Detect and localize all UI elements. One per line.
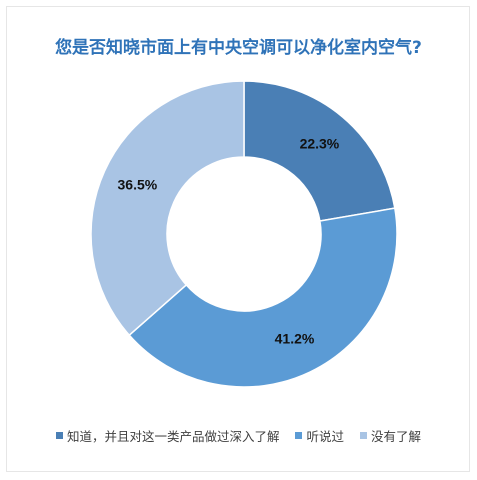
chart-title: 您是否知晓市面上有中央空调可以净化室内空气?: [55, 38, 422, 58]
legend-label: 听说过: [306, 429, 344, 444]
legend-label: 知道，并且对这一类产品做过深入了解: [66, 429, 280, 444]
legend-item: 知道，并且对这一类产品做过深入了解: [55, 426, 280, 445]
donut-slice: [90, 80, 245, 337]
legend-item: 没有了解: [360, 426, 421, 445]
legend-swatch: [295, 432, 303, 439]
donut-slice: [128, 207, 398, 388]
slice-value-label: 41.2%: [275, 330, 315, 346]
slice-value-label: 36.5%: [118, 177, 158, 193]
legend-swatch: [360, 432, 367, 439]
legend-label: 没有了解: [371, 429, 422, 444]
legend-item: 听说过: [295, 426, 344, 445]
legend: 知道，并且对这一类产品做过深入了解 听说过 没有了解: [0, 426, 477, 445]
legend-swatch: [55, 432, 63, 439]
slice-value-label: 22.3%: [300, 135, 340, 151]
donut-slice: [243, 80, 396, 222]
